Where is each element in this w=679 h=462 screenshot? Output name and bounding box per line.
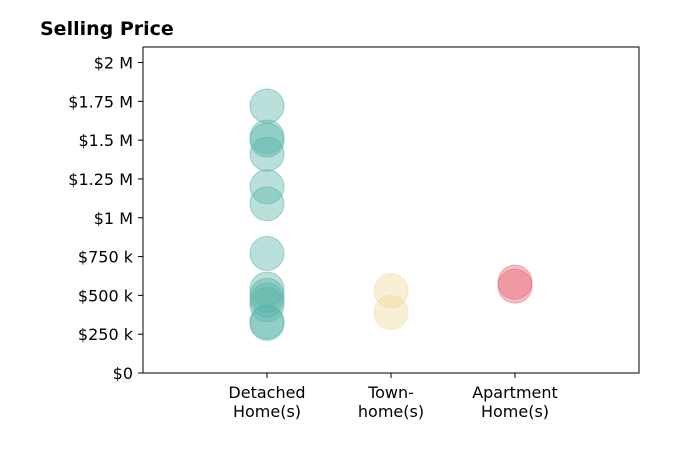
- x-tick-label: Apartment Home(s): [472, 383, 558, 421]
- x-tick-label: Detached Home(s): [228, 383, 305, 421]
- x-axis: Detached Home(s) Town-home(s) Apartment Home…: [228, 373, 558, 421]
- y-tick-label: $0: [113, 364, 133, 383]
- data-point: [249, 305, 285, 341]
- data-point: [249, 235, 285, 271]
- y-axis: $0 $250 k $500 k $750 k $1 M $1.25 M $1.5 M $1.…: [68, 54, 143, 383]
- data-point: [249, 186, 285, 222]
- y-tick-label: $1.5 M: [78, 131, 133, 150]
- data-point: [249, 88, 285, 124]
- data-point: [249, 122, 285, 158]
- plot-area-frame: [142, 46, 640, 374]
- data-point: [373, 273, 409, 309]
- x-tick-label: Town-home(s): [358, 383, 424, 421]
- y-tick-label: $250 k: [78, 325, 134, 344]
- data-point: [249, 277, 285, 313]
- y-tick-label: $500 k: [78, 286, 134, 305]
- y-tick-label: $1.25 M: [68, 170, 133, 189]
- y-tick-label: $1.75 M: [68, 92, 133, 111]
- data-point: [373, 294, 409, 330]
- data-points: [249, 88, 533, 341]
- y-tick-label: $1 M: [94, 209, 133, 228]
- y-tick-label: $750 k: [78, 248, 134, 267]
- data-point: [497, 268, 533, 304]
- chart-title: Selling Price: [40, 18, 174, 40]
- y-tick-label: $2 M: [94, 54, 133, 73]
- data-point: [249, 136, 285, 172]
